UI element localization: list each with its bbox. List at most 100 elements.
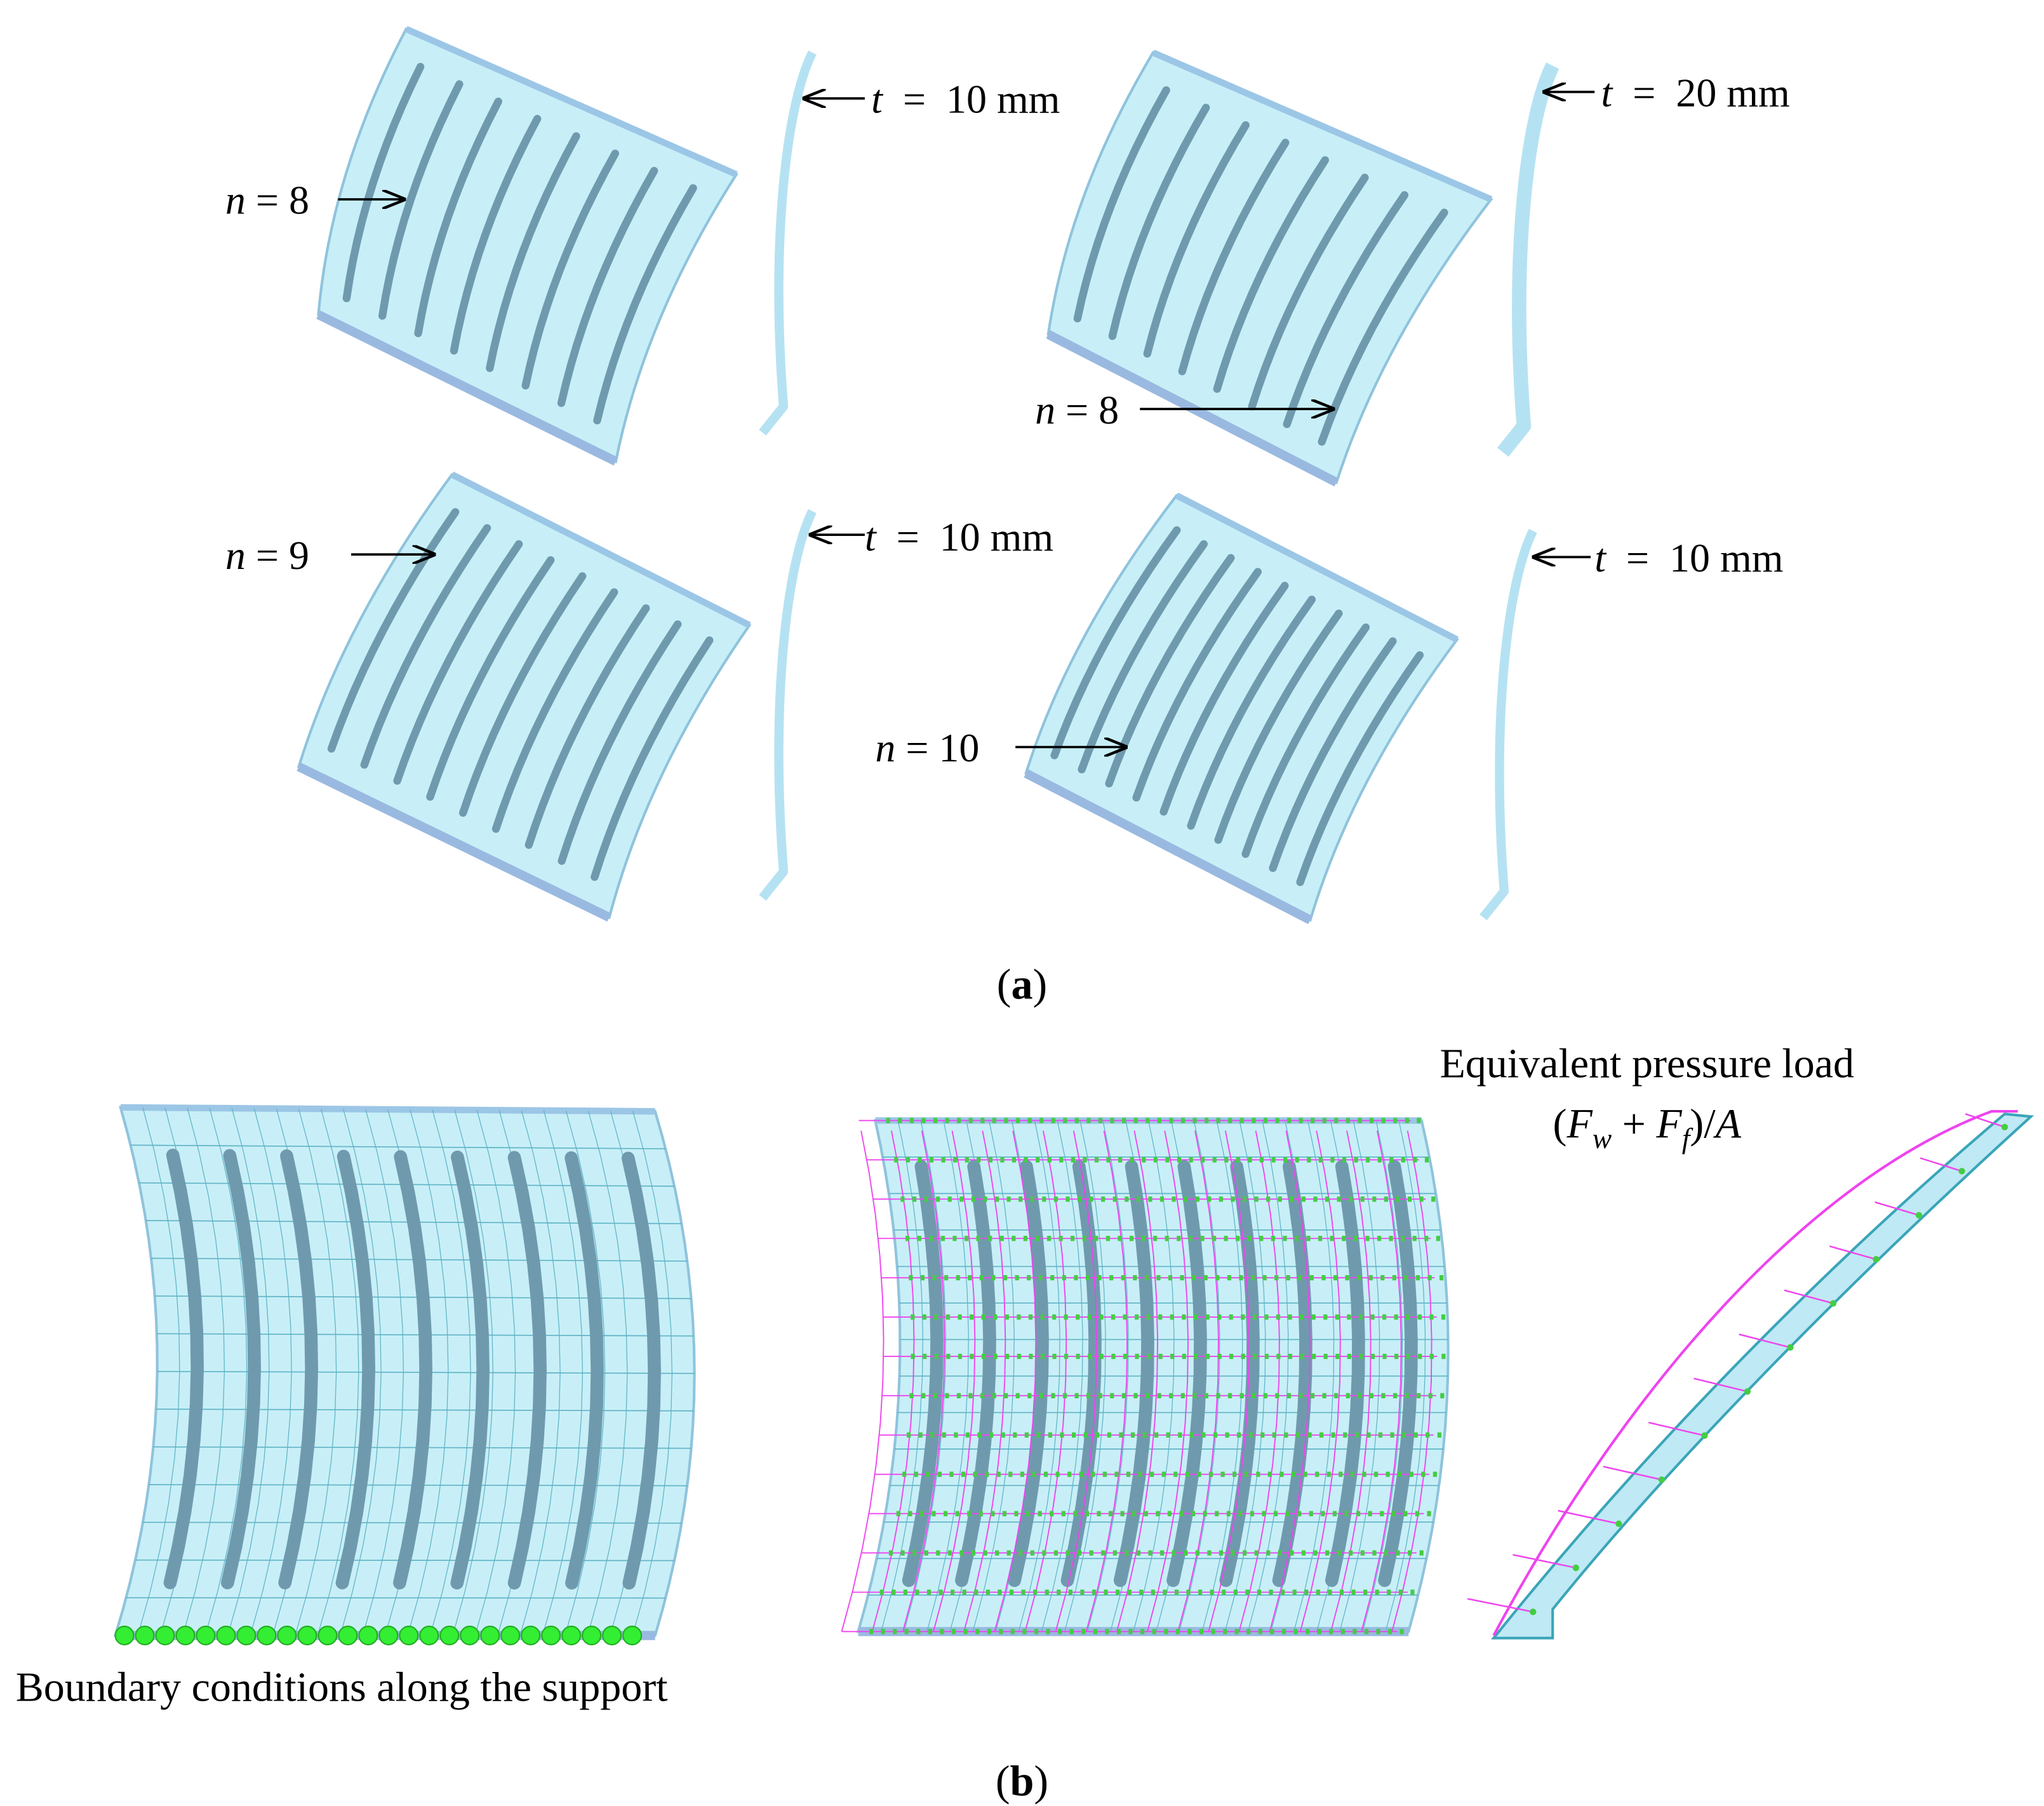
- text-part: (: [1553, 1100, 1567, 1147]
- text-part: A: [1713, 1100, 1742, 1147]
- t-label: t = 10 mm: [865, 514, 1053, 559]
- load-grid: [1391, 1130, 1433, 1632]
- load-grid: [871, 1130, 915, 1632]
- load-node: [2001, 1123, 2008, 1131]
- load-node: [1958, 1168, 1965, 1175]
- load-grid: [1024, 1130, 1067, 1632]
- support-node: [582, 1625, 602, 1645]
- load-node: [1572, 1564, 1579, 1572]
- mesh: [130, 1144, 666, 1149]
- support-node: [602, 1625, 622, 1645]
- rib: [1241, 623, 1370, 858]
- load-line: [1513, 1554, 1577, 1569]
- rib: [1159, 582, 1289, 816]
- load-node: [1744, 1388, 1751, 1395]
- text-part: = 10 mm: [1626, 535, 1783, 580]
- rib: [558, 620, 682, 865]
- rib: [1132, 568, 1262, 802]
- support-node: [317, 1625, 338, 1645]
- load-node: [1787, 1344, 1794, 1351]
- text-part: n: [875, 725, 895, 770]
- load-grid: [1330, 1130, 1372, 1632]
- rib: [1296, 651, 1424, 886]
- support-node: [297, 1625, 317, 1645]
- load-node: [1829, 1300, 1837, 1307]
- text-part: b: [1010, 1756, 1034, 1805]
- load-grid: [1055, 1130, 1098, 1632]
- support-node: [358, 1625, 378, 1645]
- load-line: [1874, 1201, 1920, 1216]
- rib: [486, 132, 580, 372]
- rib: [564, 1151, 604, 1590]
- rib: [591, 636, 714, 881]
- load-grid: [1116, 1130, 1159, 1632]
- text-part: n: [225, 533, 246, 578]
- support-node: [480, 1625, 500, 1645]
- text-part: n: [1035, 387, 1055, 432]
- support-node: [419, 1625, 439, 1645]
- text-part: ): [1034, 1756, 1048, 1805]
- n-label: n = 8: [1035, 387, 1119, 432]
- load-node: [1615, 1520, 1622, 1527]
- text-part: (: [996, 1756, 1010, 1805]
- rib: [557, 166, 658, 407]
- bottom-flange: [1024, 769, 1313, 925]
- n-label: n = 8: [225, 178, 309, 223]
- load-grid: [902, 1130, 945, 1632]
- rib: [278, 1149, 318, 1589]
- rib: [1166, 1160, 1207, 1588]
- text-part: n: [225, 178, 246, 223]
- text-part: = 9: [256, 533, 309, 578]
- support-node: [277, 1625, 297, 1645]
- top-flange: [1151, 50, 1493, 203]
- load-grid: [1208, 1130, 1250, 1632]
- load-line: [1829, 1245, 1876, 1261]
- support-node: [622, 1625, 643, 1645]
- drawings: [113, 25, 2034, 1645]
- load-grid: [994, 1130, 1037, 1632]
- support-node: [175, 1625, 196, 1645]
- load-line: [1739, 1334, 1791, 1349]
- profile: [1480, 528, 1537, 921]
- profile: [759, 509, 817, 901]
- text-part: = 10 mm: [903, 77, 1060, 122]
- load-line: [1603, 1466, 1662, 1481]
- load-grid: [1269, 1130, 1311, 1632]
- text-part: t: [865, 514, 878, 559]
- rib: [426, 556, 555, 801]
- support-label: Boundary conditions along the support: [16, 1664, 668, 1711]
- rib: [1283, 191, 1409, 429]
- load-label: Equivalent pressure load: [1439, 1040, 1854, 1087]
- load-line: [1920, 1157, 1962, 1172]
- text-part: = 20 mm: [1633, 70, 1789, 115]
- text-part: ): [1033, 960, 1048, 1008]
- section: [1491, 1113, 2034, 1640]
- support-node: [500, 1625, 521, 1645]
- rib: [342, 63, 425, 302]
- rib: [1178, 138, 1290, 375]
- support-node: [561, 1625, 582, 1645]
- support-node: [521, 1625, 541, 1645]
- load-node: [1658, 1476, 1666, 1483]
- rib: [1213, 156, 1329, 393]
- load-grid: [933, 1130, 976, 1632]
- support-node: [216, 1625, 236, 1645]
- text-part: +: [1612, 1100, 1656, 1147]
- load-line: [1965, 1113, 2005, 1128]
- rib: [1108, 104, 1210, 340]
- text-part: (: [997, 960, 1012, 1008]
- caption: (a): [997, 960, 1047, 1008]
- rib: [1060, 1160, 1102, 1588]
- load-line: [1648, 1421, 1705, 1436]
- rib: [450, 1150, 490, 1590]
- support-node: [378, 1625, 399, 1645]
- rib: [621, 1151, 661, 1590]
- text-part: t: [871, 77, 884, 122]
- support-node: [114, 1625, 135, 1645]
- profile: [759, 50, 817, 436]
- load-line: [1784, 1289, 1834, 1304]
- load-line: [1467, 1598, 1533, 1613]
- text-part: = 8: [1065, 387, 1119, 432]
- support-node: [135, 1625, 155, 1645]
